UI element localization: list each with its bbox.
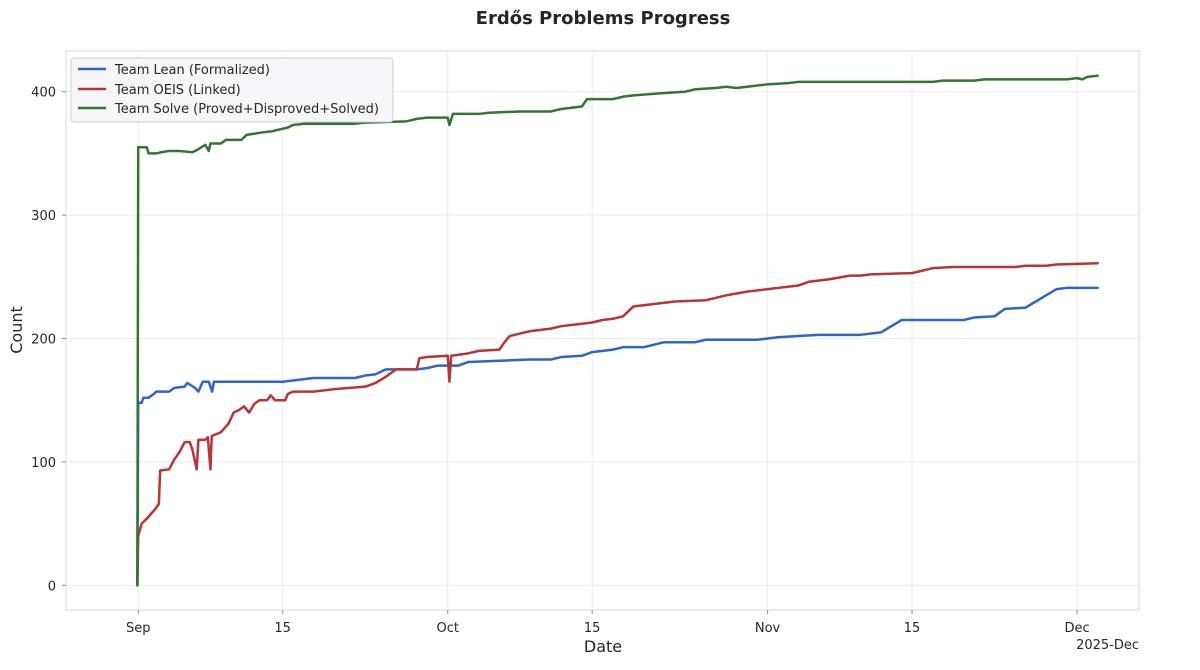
x-axis-offset-label: 2025-Dec bbox=[1076, 638, 1139, 653]
x-tick-label: 15 bbox=[904, 621, 921, 636]
y-tick-label: 0 bbox=[48, 579, 56, 594]
series-line-oeis bbox=[136, 262, 1099, 587]
legend-label-lean: Team Lean (Formalized) bbox=[114, 63, 270, 78]
x-tick-label: Oct bbox=[436, 621, 458, 636]
series-line-lean bbox=[136, 286, 1099, 587]
x-tick-label: Sep bbox=[126, 621, 151, 636]
legend: Team Lean (Formalized) Team OEIS (Linked… bbox=[70, 57, 394, 123]
axes: 0 100 200 300 400 Sep 15 Oct 15 Nov 15 Dec bbox=[31, 86, 1090, 636]
y-axis-label: Count bbox=[7, 306, 26, 354]
series-lines bbox=[136, 74, 1099, 587]
x-axis-label: Date bbox=[584, 637, 622, 656]
legend-label-oeis: Team OEIS (Linked) bbox=[114, 83, 241, 98]
x-tick-label: Dec bbox=[1065, 621, 1090, 636]
y-tick-label: 200 bbox=[31, 333, 56, 348]
series-line-solve bbox=[136, 74, 1099, 587]
y-tick-label: 100 bbox=[31, 456, 56, 471]
y-tick-label: 400 bbox=[31, 86, 56, 101]
chart-title: Erdős Problems Progress bbox=[476, 8, 731, 29]
x-tick-label: 15 bbox=[584, 621, 601, 636]
x-tick-label: 15 bbox=[274, 621, 291, 636]
legend-label-solve: Team Solve (Proved+Disproved+Solved) bbox=[114, 102, 379, 117]
x-tick-label: Nov bbox=[755, 621, 781, 636]
plot-area bbox=[65, 50, 1140, 611]
legend-box bbox=[70, 57, 394, 123]
y-tick-label: 300 bbox=[31, 209, 56, 224]
